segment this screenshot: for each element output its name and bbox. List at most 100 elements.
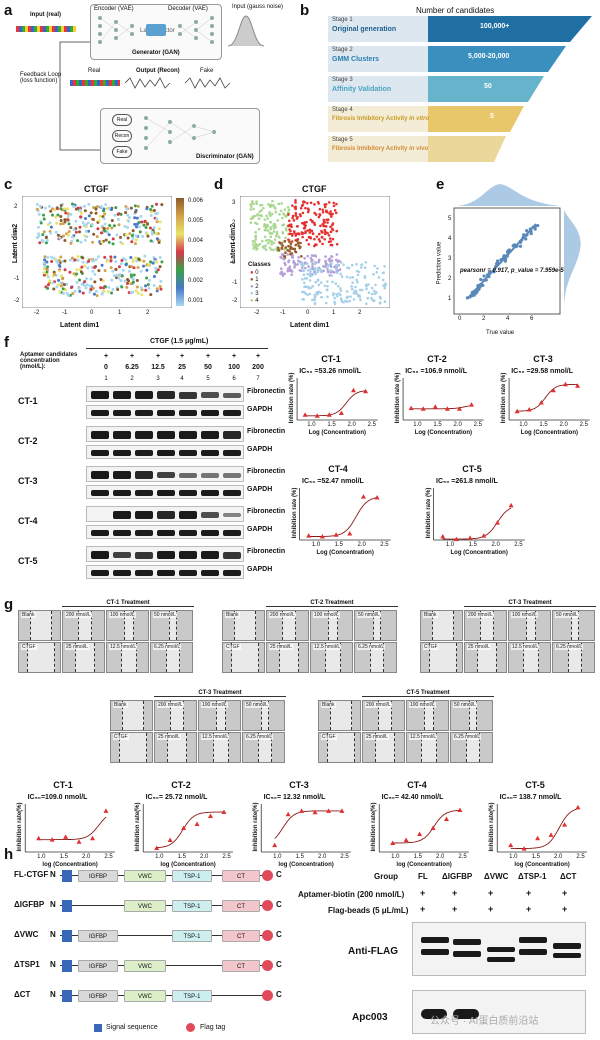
f-chart-1: CT-2 IC₅₀ =106.9 nmol/L 1.0 1.5 2.0 2.5 Log (C… (384, 354, 490, 444)
data-point (154, 845, 160, 850)
latent-point (95, 205, 99, 209)
latent-point (79, 240, 83, 244)
latent-point (50, 259, 54, 263)
latent-point (71, 292, 75, 296)
latent-point (85, 235, 89, 239)
cluster-point (313, 211, 317, 215)
scratch-well: 50 nmol/L (552, 610, 595, 641)
regression-point (533, 227, 537, 231)
legend-class-3: ● 3 (250, 291, 259, 297)
data-point (430, 825, 436, 830)
regression-point (488, 270, 492, 275)
scratch-gap (167, 733, 187, 762)
f-chart-4: CT-5 IC₅₀ =261.8 nmol/L 1.0 1.5 2.0 2.5 Log (C… (412, 464, 532, 564)
latent-point (154, 232, 158, 236)
cluster-point (271, 199, 274, 203)
lane-number: 3 (156, 376, 160, 382)
cluster-point (301, 297, 304, 301)
group-dtsp1: ΔTSP-1 (518, 872, 547, 881)
cluster-point (364, 283, 368, 287)
c-ytick-1: 1 (14, 228, 18, 234)
cluster-point (326, 266, 329, 269)
e-ytick-3: 4 (448, 236, 452, 242)
data-point (575, 804, 581, 810)
d-ytick-5: -2 (232, 298, 238, 304)
cluster-point (370, 286, 374, 290)
cluster-point (306, 262, 309, 265)
f-plot-area (402, 378, 484, 421)
scratch-well: 12.5 nmol/L (508, 642, 551, 673)
cluster-point (336, 294, 339, 298)
output-recon-label: Output (Recon) (136, 68, 180, 74)
gapdh-blot (86, 405, 244, 419)
latent-point (97, 219, 101, 223)
construct-backbone (60, 875, 272, 876)
scratch-gap (170, 701, 184, 730)
cluster-point (323, 237, 326, 241)
gapdh-band (223, 570, 241, 576)
cluster-point (289, 245, 293, 249)
scratch-bottom-label: 12.5 nmol/L (201, 734, 230, 740)
fibronectin-label: Fibronectin (246, 548, 287, 555)
latent-point (129, 282, 133, 286)
latent-point (151, 261, 155, 265)
latent-point (67, 230, 71, 234)
cluster-point (315, 235, 319, 238)
cluster-point (306, 210, 310, 214)
data-point (181, 825, 187, 830)
f-ic50-label: IC₅₀ =52.47 nmol/L (302, 478, 364, 485)
cluster-point (298, 246, 302, 250)
funnel-header: Number of candidates (416, 6, 495, 15)
cluster-point (307, 286, 311, 290)
colorbar-tick-4: 0.002 (188, 278, 204, 284)
latent-scatter-d (240, 196, 390, 308)
latent-point (144, 284, 148, 288)
cluster-point (325, 288, 329, 291)
cluster-point (384, 282, 387, 286)
cluster-point (283, 248, 286, 251)
cluster-point (311, 262, 314, 266)
gapdh-band (157, 450, 175, 456)
scratch-bottom-label: 12.5 nmol/L (511, 644, 540, 650)
stage-1-count: 100,000+ (480, 23, 510, 30)
cluster-point (311, 298, 314, 302)
panel-label-g: g (4, 596, 14, 613)
e-xtick-0: 0 (458, 316, 462, 322)
cluster-point (276, 219, 280, 222)
cluster-point (358, 293, 361, 297)
latent-point (148, 278, 152, 282)
concentration-value: 6.25 (125, 364, 139, 371)
data-point (453, 536, 459, 542)
cluster-point (335, 253, 339, 256)
data-point (535, 835, 541, 841)
latent-point (119, 235, 123, 239)
scratch-top-label: 50 nmol/L (357, 612, 381, 618)
latent-point (66, 293, 70, 297)
cluster-point (372, 289, 376, 293)
scratch-gap (169, 611, 177, 640)
latent-point (141, 234, 145, 238)
feedback-loop-lines (59, 41, 100, 151)
f-ic50-label: IC₅₀ =261.8 nmol/L (436, 478, 498, 485)
fibronectin-band (179, 391, 197, 399)
cluster-point (308, 236, 311, 239)
latent-point (134, 234, 138, 238)
scratch-top-label: 50 nmol/L (153, 612, 177, 618)
regression-point (528, 227, 532, 231)
latent-point (149, 293, 153, 297)
legend-class-1: ● 1 (250, 277, 259, 283)
cluster-point (331, 222, 335, 225)
latent-point (158, 220, 162, 224)
signal-sequence (62, 990, 72, 1002)
c-terminus: C (276, 930, 282, 939)
regression-point (479, 277, 483, 282)
scratch-well: 25 nmol/L (464, 642, 507, 673)
x-tick-label: 2.5 (579, 422, 588, 428)
panel-label-f: f (4, 334, 9, 351)
cluster-point (294, 207, 298, 211)
regression-point (529, 231, 533, 236)
latent-point (78, 278, 82, 282)
cluster-point (268, 212, 271, 216)
latent-point (57, 269, 61, 273)
latent-point (77, 286, 81, 290)
